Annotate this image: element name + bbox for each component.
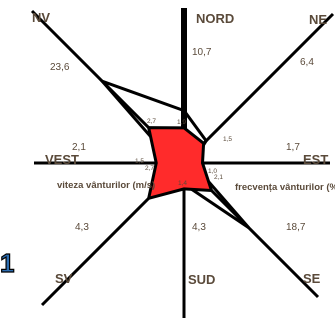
axis-ne — [182, 12, 335, 165]
frequency-label-ne: 6,4 — [300, 57, 314, 68]
frequency-label-sv: 4,3 — [75, 222, 89, 233]
legend-speed-label: viteza vânturilor (m/s) — [57, 180, 155, 191]
frequency-label-se: 18,7 — [286, 222, 306, 233]
frequency-label-est: 1,7 — [286, 142, 300, 153]
legend-icon: 1 — [0, 248, 14, 278]
speed-polygon — [146, 126, 214, 201]
speed-label-sv: 2,7 — [145, 165, 154, 172]
speed-value-labels: 1,91,51,02,11,42,71,52,7 — [135, 118, 232, 187]
direction-label-ne: NE — [309, 12, 327, 27]
speed-label-se: 2,1 — [214, 174, 223, 181]
direction-label-est: EST — [303, 152, 328, 167]
direction-label-se: SE — [303, 271, 321, 286]
direction-label-sv: SV — [55, 271, 73, 286]
frequency-label-nv: 23,6 — [50, 62, 70, 73]
direction-label-nord: NORD — [196, 11, 234, 26]
direction-label-sud: SUD — [188, 272, 215, 287]
speed-label-sud: 1,4 — [178, 180, 187, 187]
speed-label-nv: 2,7 — [147, 118, 156, 125]
frequency-label-vest: 2,1 — [72, 142, 86, 153]
legend-frequency-label: frecvența vânturilor (%) — [235, 182, 335, 193]
frequency-label-nord: 10,7 — [192, 47, 212, 58]
frequency-label-sud: 4,3 — [192, 222, 206, 233]
frequency-value-labels: 10,7 6,4 1,7 18,7 4,3 4,3 2,1 23,6 — [50, 47, 314, 233]
speed-label-ne: 1,5 — [223, 136, 232, 143]
speed-label-est: 1,0 — [208, 168, 217, 175]
direction-label-nv: NV — [32, 10, 50, 25]
direction-labels: NORD NE EST SE SUD SV VEST NV — [32, 10, 328, 287]
speed-label-nord: 1,9 — [177, 119, 186, 126]
direction-label-vest: VEST — [45, 152, 79, 167]
speed-label-vest: 1,5 — [135, 158, 144, 165]
